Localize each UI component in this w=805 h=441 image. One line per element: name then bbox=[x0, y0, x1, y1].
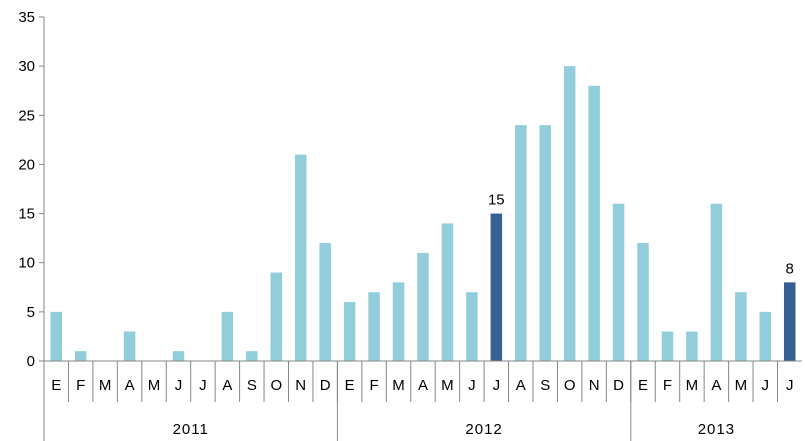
bar bbox=[123, 331, 136, 361]
y-tick-label: 35 bbox=[18, 9, 35, 26]
bar bbox=[417, 252, 429, 361]
x-tick-label: M bbox=[686, 377, 699, 394]
x-tick-label: M bbox=[148, 377, 161, 394]
x-tick-label: E bbox=[638, 377, 648, 394]
x-tick-label: F bbox=[76, 377, 85, 394]
x-tick-label: E bbox=[51, 377, 61, 394]
y-tick-label: 0 bbox=[27, 353, 35, 370]
bar-highlighted bbox=[783, 282, 796, 361]
x-tick-label: E bbox=[345, 377, 355, 394]
data-label: 8 bbox=[786, 260, 794, 277]
bar bbox=[735, 292, 747, 361]
bar bbox=[343, 302, 356, 361]
x-tick-label: M bbox=[441, 377, 454, 394]
bar-series bbox=[50, 66, 796, 362]
year-group-label: 2013 bbox=[698, 421, 735, 438]
x-tick-label: S bbox=[247, 377, 257, 394]
data-label: 15 bbox=[488, 192, 505, 209]
x-tick-label: N bbox=[295, 377, 306, 394]
x-tick-label: J bbox=[199, 377, 207, 394]
x-tick-label: O bbox=[270, 377, 282, 394]
y-tick-label: 30 bbox=[18, 58, 35, 75]
y-tick-label: 15 bbox=[18, 206, 35, 223]
bar bbox=[294, 154, 307, 361]
year-group-label: 2011 bbox=[173, 421, 209, 438]
bar bbox=[221, 311, 234, 361]
x-tick-label: D bbox=[613, 377, 624, 394]
bar bbox=[661, 331, 674, 361]
bar bbox=[74, 351, 87, 361]
x-tick-label: M bbox=[392, 377, 405, 394]
bar bbox=[50, 311, 62, 361]
x-tick-label: F bbox=[369, 377, 378, 394]
bar bbox=[563, 66, 576, 362]
y-tick-label: 20 bbox=[18, 156, 35, 173]
bar bbox=[759, 311, 772, 361]
y-tick-label: 25 bbox=[18, 107, 35, 124]
x-tick-label: J bbox=[175, 377, 183, 394]
bar bbox=[441, 223, 454, 361]
bar bbox=[172, 351, 185, 361]
x-tick-label: A bbox=[222, 377, 232, 394]
x-tick-label: A bbox=[516, 377, 526, 394]
bar bbox=[246, 351, 258, 361]
bar bbox=[319, 243, 331, 361]
x-tick-label: J bbox=[493, 377, 501, 394]
y-tick-label: 10 bbox=[18, 255, 35, 272]
x-tick-label: S bbox=[540, 377, 550, 394]
x-tick-label: J bbox=[468, 377, 476, 394]
y-tick-label: 5 bbox=[27, 304, 35, 321]
x-tick-label: J bbox=[786, 377, 794, 394]
x-tick-label: N bbox=[589, 377, 600, 394]
bar bbox=[686, 331, 698, 361]
bar-highlighted bbox=[490, 213, 503, 361]
bar bbox=[392, 282, 405, 361]
bar bbox=[270, 272, 283, 361]
x-tick-label: O bbox=[564, 377, 576, 394]
x-tick-label: D bbox=[320, 377, 331, 394]
x-tick-label: M bbox=[735, 377, 748, 394]
bar bbox=[539, 125, 551, 361]
bar bbox=[710, 203, 723, 361]
x-tick-label: A bbox=[711, 377, 721, 394]
y-axis: 0 5 10 15 20 25 30 35 bbox=[18, 9, 45, 370]
data-labels: 15 8 bbox=[488, 192, 794, 278]
year-group-label: 2012 bbox=[465, 421, 502, 438]
x-tick-label: J bbox=[762, 377, 770, 394]
bar bbox=[588, 85, 600, 362]
x-tick-label: A bbox=[418, 377, 428, 394]
bar bbox=[637, 243, 649, 361]
bar bbox=[612, 203, 625, 361]
bar bbox=[515, 125, 527, 361]
x-tick-label: F bbox=[663, 377, 672, 394]
bar bbox=[368, 292, 380, 361]
x-tick-label: M bbox=[99, 377, 112, 394]
bar bbox=[466, 292, 478, 361]
x-tick-label: A bbox=[125, 377, 135, 394]
